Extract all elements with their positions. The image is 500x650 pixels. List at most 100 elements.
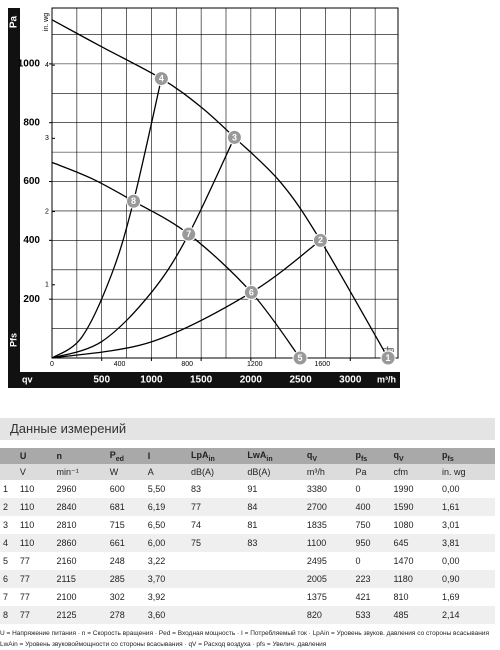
cell: 2840: [53, 498, 107, 516]
data-row: 1 110 2960 600 5,50 83 91 3380 0 1990 0,00: [0, 480, 495, 498]
header-text: q: [306, 449, 313, 460]
y-tick-label: 800: [23, 117, 40, 128]
header-text: q: [393, 449, 399, 460]
cell: 661: [106, 534, 145, 552]
x2-tick-label: 400: [114, 361, 126, 368]
y2-tick-label: 4: [45, 62, 49, 69]
cell: 1080: [393, 520, 414, 530]
operating-point: [243, 284, 259, 300]
cell: 7: [3, 592, 9, 602]
cell: 6: [0, 570, 17, 588]
unit-cell: dB(A): [244, 464, 304, 480]
cell: 810: [393, 592, 409, 602]
cell: [188, 588, 244, 606]
cell: 77: [16, 606, 54, 624]
curve: [51, 19, 389, 359]
cell: 1,61: [439, 498, 495, 516]
cell: 2: [0, 498, 17, 516]
cell: [244, 552, 304, 570]
cell: 950: [352, 534, 391, 552]
curve: [51, 239, 321, 359]
header-text: LwA: [247, 449, 267, 460]
header-cell: [0, 448, 17, 464]
point-label: 8: [131, 196, 136, 206]
cell: 3,22: [147, 556, 166, 566]
y2-tick-label: 2: [45, 208, 49, 215]
cell: 715: [109, 520, 125, 530]
unit-cell: dB(A): [188, 464, 245, 480]
y2-label: in. wg: [43, 13, 50, 31]
unit-cell: min⁻¹: [53, 464, 107, 480]
cell: 3,70: [144, 570, 189, 588]
x-band: [8, 372, 400, 388]
cell: 81: [247, 520, 258, 530]
x2-tick-label: 800: [181, 361, 193, 368]
cell: 2160: [56, 556, 77, 566]
cell: 600: [109, 484, 125, 494]
cell: 5: [3, 556, 9, 566]
x-label: m³/h: [377, 374, 396, 384]
header-cell: U: [16, 448, 54, 464]
cell: 302: [109, 592, 125, 602]
point-label: 5: [298, 353, 303, 363]
cell: 2,14: [439, 606, 495, 624]
x2-label: cfm: [383, 347, 394, 354]
cell: 0,00: [442, 556, 460, 566]
header-cell: n: [53, 448, 107, 464]
cell: 84: [244, 498, 304, 516]
point-label: 6: [249, 287, 254, 297]
cell: 2960: [56, 484, 77, 494]
x2-tick-label: 1200: [247, 361, 263, 368]
chart: Pa Pfs qv m³/h in. wg cfm 20040060080010…: [8, 7, 400, 388]
data-row: 3 110 2810 715 6,50 74 81 1835 750 1080 3,01: [0, 516, 495, 534]
header-cell: pfs: [439, 448, 495, 464]
cell: 74: [191, 520, 202, 530]
y-band: [8, 8, 20, 386]
cell: 110: [16, 498, 54, 516]
operating-point: [312, 232, 328, 248]
header-text: p: [442, 449, 448, 460]
header-cell: qV: [390, 448, 440, 464]
cell: 248: [109, 556, 125, 566]
header-text: p: [355, 449, 361, 460]
cell: 2810: [56, 520, 77, 530]
cell: [244, 588, 304, 606]
cell: 6,00: [144, 534, 189, 552]
x2-tick-label: 1600: [315, 361, 331, 368]
cell: 77: [19, 592, 30, 602]
y-tick-label: 600: [23, 176, 40, 187]
unit-cell: [0, 464, 17, 480]
cell: 8: [0, 606, 17, 624]
cell: [244, 606, 304, 624]
point-label: 3: [232, 132, 237, 142]
cell: 77: [16, 570, 54, 588]
cell: 750: [355, 520, 371, 530]
cell: 681: [106, 498, 145, 516]
cell: 485: [390, 606, 440, 624]
y2-tick-label: 3: [45, 135, 49, 142]
note: U = Напряжение питания · n = Скорость вр…: [0, 630, 489, 637]
cell: 0: [355, 484, 361, 494]
note: LwAin = Уровень звуковоймощности со стор…: [0, 641, 327, 648]
cell: 1375: [306, 592, 327, 602]
header-text: I: [147, 451, 151, 461]
unit-cell: W: [106, 464, 145, 480]
header-sub: fs: [447, 455, 454, 463]
header-sub: V: [398, 455, 404, 463]
x-tick-label: 2500: [289, 375, 312, 386]
y2-tick-label: 1: [45, 282, 49, 289]
x-tick-label: 1500: [190, 375, 213, 386]
cell: 1835: [306, 520, 327, 530]
cell: 533: [352, 606, 391, 624]
cell: 285: [106, 570, 145, 588]
x2-tick-label: 0: [50, 361, 54, 368]
point-label: 2: [318, 235, 323, 245]
data-row: 4 110 2860 661 6,00 75 83 1100 950 645 3,81: [0, 534, 495, 552]
operating-point: [126, 193, 142, 209]
plot-frame: [51, 7, 399, 359]
point-label: 1: [386, 353, 391, 363]
